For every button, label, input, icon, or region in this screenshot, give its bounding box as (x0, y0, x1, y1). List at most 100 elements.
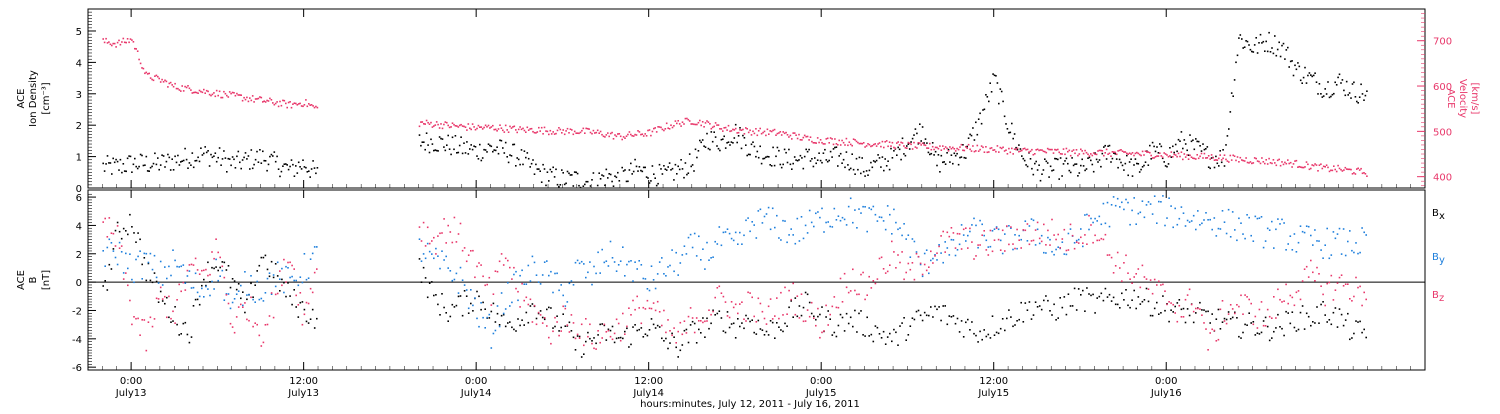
data-point (1234, 229, 1236, 231)
data-point (190, 263, 193, 266)
data-point (1016, 147, 1019, 150)
data-point (448, 148, 451, 150)
data-point (459, 295, 462, 297)
data-point (1359, 320, 1361, 323)
data-point (519, 306, 521, 308)
data-point (973, 150, 976, 153)
data-point (1115, 158, 1118, 160)
data-point (174, 306, 176, 308)
data-point (262, 150, 264, 153)
data-point (791, 138, 793, 140)
data-point (1043, 251, 1045, 254)
data-point (685, 253, 688, 255)
data-point (589, 185, 592, 187)
data-point (1285, 283, 1287, 286)
data-point (448, 126, 451, 129)
data-point (883, 169, 885, 172)
data-point (447, 224, 449, 227)
data-point (556, 272, 558, 275)
data-point (425, 119, 428, 122)
legend-sub-y: y (1439, 255, 1445, 266)
data-point (1320, 303, 1322, 306)
data-point (870, 145, 872, 148)
data-point (443, 306, 445, 309)
data-point (122, 272, 125, 274)
data-point (599, 323, 601, 326)
data-point (451, 122, 454, 124)
data-point (316, 317, 318, 320)
data-point (833, 296, 836, 298)
data-point (1209, 158, 1211, 160)
data-point (891, 340, 893, 343)
data-point (1285, 162, 1288, 165)
data-point (1236, 304, 1238, 306)
data-point (704, 336, 706, 338)
data-point (809, 136, 812, 138)
data-point (944, 146, 947, 148)
data-point (1210, 157, 1213, 159)
data-point (1136, 162, 1138, 165)
data-point (997, 332, 1000, 335)
data-point (942, 161, 944, 164)
data-point (1067, 150, 1069, 153)
data-point (919, 142, 921, 144)
data-point (148, 170, 150, 172)
data-point (484, 149, 487, 151)
data-point (1133, 289, 1135, 292)
data-point (1293, 326, 1296, 329)
data-point (1308, 72, 1311, 74)
data-point (704, 146, 707, 148)
data-point (223, 276, 226, 279)
data-point (648, 129, 651, 131)
data-point (800, 314, 803, 317)
data-point (795, 134, 797, 136)
data-point (1131, 175, 1134, 177)
data-point (766, 128, 769, 131)
data-point (923, 142, 925, 144)
data-point (1003, 150, 1006, 152)
data-point (855, 157, 858, 160)
data-point (272, 316, 275, 319)
data-point (683, 176, 685, 179)
data-point (701, 139, 704, 141)
data-point (985, 249, 988, 251)
data-point (819, 313, 821, 316)
data-point (446, 121, 448, 124)
data-point (460, 136, 462, 138)
data-point (1154, 156, 1157, 158)
data-point (1157, 155, 1160, 157)
data-point (118, 247, 121, 249)
data-point (831, 226, 834, 228)
data-point (691, 246, 694, 249)
data-point (872, 160, 875, 162)
data-point (299, 292, 302, 294)
y-tick-label-left: 0 (76, 184, 82, 195)
data-point (1207, 349, 1209, 351)
data-point (299, 166, 301, 168)
data-point (819, 159, 822, 162)
data-point (999, 249, 1002, 251)
data-point (652, 302, 655, 304)
data-point (171, 158, 173, 160)
data-point (451, 136, 454, 139)
data-point (443, 146, 445, 148)
data-point (684, 117, 687, 120)
data-point (622, 136, 625, 138)
data-point (507, 131, 510, 133)
data-point (437, 255, 439, 257)
data-point (1342, 228, 1345, 230)
data-point (153, 318, 156, 320)
data-point (718, 310, 721, 312)
data-point (220, 164, 222, 166)
data-point (1116, 251, 1119, 254)
data-point (487, 124, 490, 127)
data-point (1357, 102, 1359, 104)
data-point (1271, 47, 1273, 49)
data-point (1343, 169, 1345, 171)
data-point (881, 140, 884, 143)
legend-sub-z: z (1439, 293, 1444, 304)
data-point (512, 126, 514, 128)
data-point (502, 312, 505, 315)
data-point (299, 301, 302, 304)
data-point (979, 244, 981, 246)
